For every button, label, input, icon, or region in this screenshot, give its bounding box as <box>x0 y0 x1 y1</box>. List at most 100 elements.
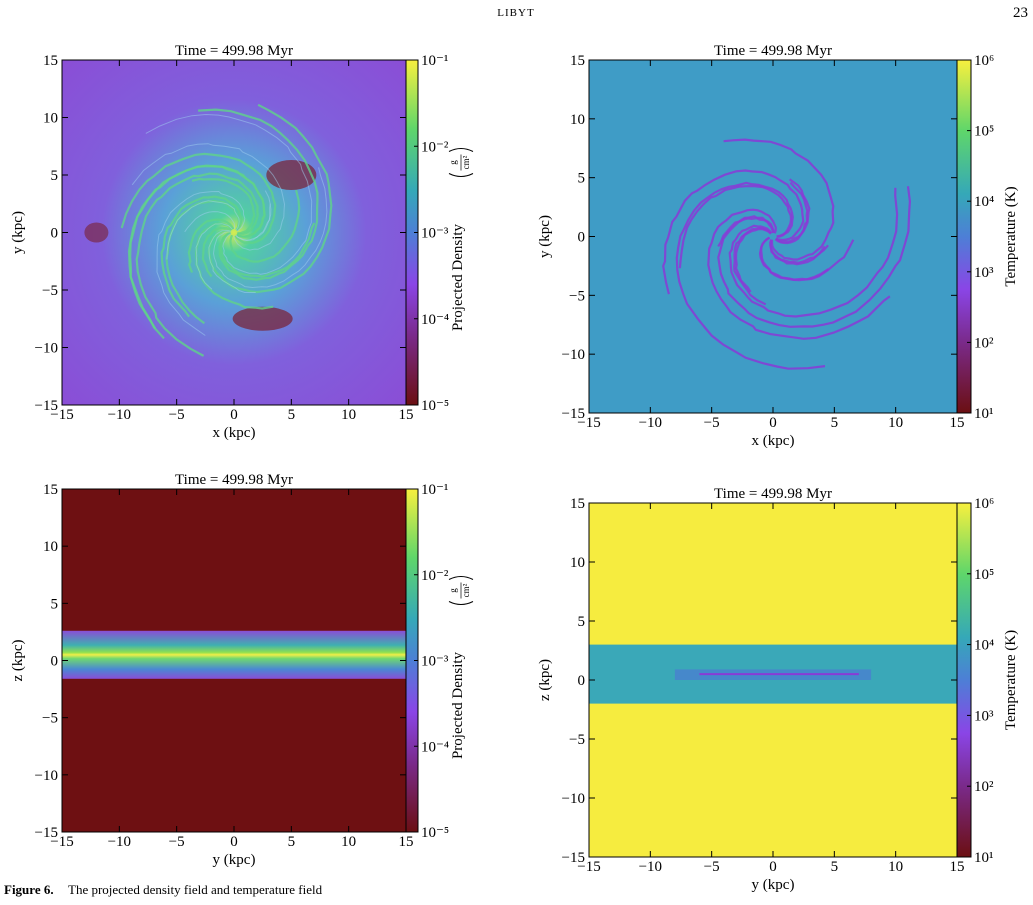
x-tick-label: −10 <box>108 834 131 850</box>
spiral-arm <box>208 229 256 293</box>
colorbar-tick-label: 10³ <box>974 265 994 281</box>
disk-band <box>62 630 406 679</box>
colorbar-tick-label: 10⁴ <box>974 638 994 654</box>
y-tick-label: 0 <box>51 654 59 670</box>
y-tick-label: −15 <box>35 398 58 414</box>
y-tick-label: 5 <box>578 171 586 187</box>
spiral-arm <box>198 108 319 281</box>
y-tick-label: 15 <box>43 482 58 498</box>
y-tick-label: 0 <box>578 673 586 689</box>
spiral-arm <box>723 138 835 261</box>
colorbar-tick-label: 10⁻² <box>421 139 449 155</box>
y-tick-label: −10 <box>562 791 585 807</box>
colorbar-tick-label: 10⁶ <box>974 496 994 512</box>
colorbar-tick-label: 10¹ <box>974 406 994 422</box>
colorbar <box>956 59 972 414</box>
panel: Time = 499.98 Myr y (kpc) z (kpc) −15 −10 −5 0… <box>10 472 474 868</box>
image <box>62 489 406 832</box>
colorbar-tick-label: 10⁴ <box>974 194 994 210</box>
colorbar-units: g cm² <box>448 148 474 177</box>
spiral-arm <box>235 203 271 241</box>
x-tick-label: 0 <box>769 859 777 875</box>
spiral-arm <box>160 195 243 318</box>
x-tick-label: −15 <box>50 834 73 850</box>
y-tick-label: 10 <box>43 111 58 127</box>
spiral-arm <box>734 227 772 293</box>
x-tick-label: −5 <box>169 834 185 850</box>
x-tick-label: 15 <box>950 415 965 431</box>
x-tick-label: 10 <box>341 407 356 423</box>
spiral-arm <box>191 177 256 235</box>
spiral-arm <box>717 186 912 328</box>
y-tick-label: −5 <box>42 283 58 299</box>
units-denominator: cm² <box>461 583 471 597</box>
colorbar-units: g cm² <box>448 576 474 605</box>
colorbar-tick-label: 10³ <box>974 708 994 724</box>
image-bg <box>62 60 406 405</box>
colorbar-label: Temperature (K) <box>1003 630 1019 730</box>
void <box>84 222 109 243</box>
x-axis-label: y (kpc) <box>213 852 256 868</box>
x-tick-label: −10 <box>639 859 662 875</box>
colorbar <box>956 502 972 858</box>
y-tick-label: 0 <box>51 226 59 242</box>
spiral-arm <box>662 169 805 295</box>
spiral-arm <box>678 185 793 269</box>
x-tick-label: 5 <box>288 407 296 423</box>
y-tick-label: −15 <box>35 825 58 841</box>
colorbar-tick-label: 10² <box>974 779 994 795</box>
y-tick-label: 10 <box>570 555 585 571</box>
panel-title: Time = 499.98 Myr <box>175 472 293 488</box>
y-axis-label: z (kpc) <box>537 659 553 701</box>
spiral-arm <box>195 223 233 290</box>
spiral-arm <box>219 222 316 278</box>
y-tick-label: 15 <box>43 53 58 69</box>
image <box>589 503 957 857</box>
y-tick-label: 5 <box>51 596 59 612</box>
y-tick-label: 15 <box>570 53 585 69</box>
spiral-arm <box>135 172 259 357</box>
y-tick-label: −15 <box>562 406 585 422</box>
spiral-arm <box>156 190 246 336</box>
spiral-arm <box>760 236 829 281</box>
running-title: LIBYT <box>497 7 534 19</box>
y-tick-label: −5 <box>569 288 585 304</box>
spiral-arm <box>212 167 328 289</box>
spiral-arm <box>707 208 891 340</box>
spiral-arm <box>675 181 826 370</box>
x-tick-label: −15 <box>577 859 600 875</box>
colorbar-tick-label: 10¹ <box>974 850 994 866</box>
colorbar-tick-label: 10² <box>974 335 994 351</box>
caption-text: The projected density field and temperat… <box>68 882 323 897</box>
x-tick-label: −5 <box>704 859 720 875</box>
image-bg <box>589 60 957 413</box>
paren-right <box>448 576 474 580</box>
x-tick-label: 15 <box>399 407 414 423</box>
colorbar-tick-label: 10⁻⁴ <box>421 312 449 328</box>
x-tick-label: 5 <box>288 834 296 850</box>
void <box>232 306 293 331</box>
paren-left <box>448 601 474 605</box>
x-tick-label: 15 <box>399 834 414 850</box>
spiral-arm <box>187 218 235 273</box>
x-tick-label: −10 <box>639 415 662 431</box>
spiral-arm <box>166 200 240 260</box>
spiral-arm <box>717 215 775 247</box>
units-numerator: g <box>448 160 458 165</box>
y-tick-label: 5 <box>51 168 59 184</box>
units-numerator: g <box>448 588 458 593</box>
y-tick-label: 0 <box>578 230 586 246</box>
y-tick-label: 15 <box>570 496 585 512</box>
panel-title: Time = 499.98 Myr <box>714 486 832 502</box>
colorbar-label: Temperature (K) <box>1003 186 1019 286</box>
y-axis-label: y (kpc) <box>10 211 26 254</box>
colorbar-tick-label: 10⁻⁵ <box>421 825 449 841</box>
x-tick-label: 0 <box>769 415 777 431</box>
x-tick-label: 15 <box>950 859 965 875</box>
colorbar-tick-label: 10⁶ <box>974 53 994 69</box>
colorbar-tick-label: 10⁻³ <box>421 654 449 670</box>
x-tick-label: −15 <box>577 415 600 431</box>
colorbar-tick-label: 10⁻¹ <box>421 482 448 498</box>
panel-title: Time = 499.98 Myr <box>714 43 832 59</box>
x-tick-label: −5 <box>704 415 720 431</box>
